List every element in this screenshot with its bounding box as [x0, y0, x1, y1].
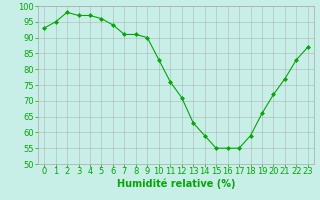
X-axis label: Humidité relative (%): Humidité relative (%) [117, 179, 235, 189]
